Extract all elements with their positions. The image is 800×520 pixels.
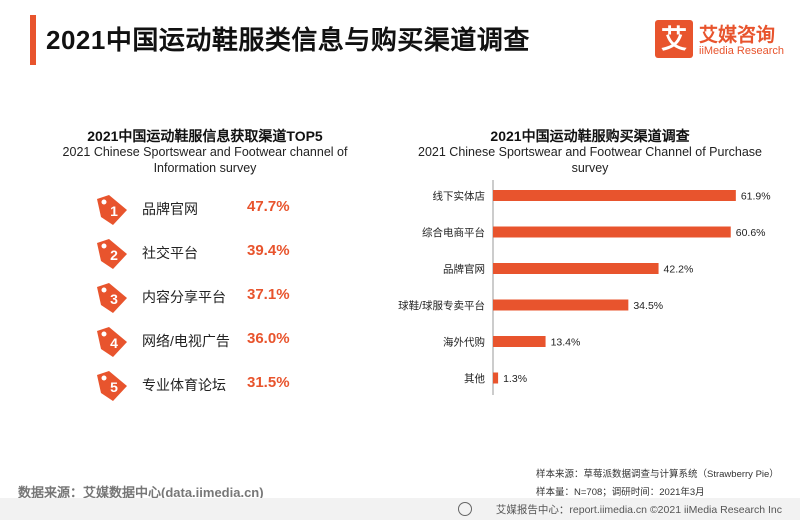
rank-label: 社交平台: [142, 245, 198, 261]
rank-number: 5: [110, 379, 118, 395]
category-label: 其他: [464, 372, 485, 385]
sample-source-note: 样本来源：草莓派数据调查与计算系统（Strawberry Pie）: [536, 469, 779, 480]
value-label: 42.2%: [664, 264, 694, 276]
category-label: 品牌官网: [443, 263, 485, 276]
value-label: 61.9%: [741, 191, 771, 203]
bar: [493, 372, 499, 384]
rank-value: 31.5%: [247, 374, 290, 391]
page-title: 2021中国运动鞋服类信息与购买渠道调查: [46, 25, 530, 55]
logo-name-cn: 艾媒咨询: [699, 25, 776, 46]
left-panel-title-en: 2021 Chinese Sportswear and Footwear cha…: [62, 145, 348, 175]
rank-label: 专业体育论坛: [142, 377, 226, 393]
rank-item: 1 品牌官网 47.7%: [95, 195, 355, 239]
rank-badge-icon: 3: [97, 283, 127, 313]
brand-logo: 艾 艾媒咨询 iiMedia Research: [655, 20, 790, 65]
rank-item: 4 网络/电视广告 36.0%: [95, 327, 355, 371]
rank-value: 36.0%: [247, 330, 290, 347]
footer-text: 艾媒报告中心：report.iimedia.cn ©2021 iiMedia R…: [495, 504, 782, 516]
bar: [493, 299, 629, 311]
category-label: 海外代购: [443, 336, 485, 349]
data-source: 数据来源：艾媒数据中心(data.iimedia.cn): [18, 485, 264, 500]
rank-number: 4: [110, 335, 118, 351]
category-label: 综合电商平台: [422, 226, 485, 239]
title-accent-bar: [30, 15, 36, 65]
rank-list: 1 品牌官网 47.7% 2 社交平台 39.4% 3 内容分享平台 37.1%…: [95, 195, 355, 415]
bar: [493, 336, 546, 347]
footer: 艾媒报告中心：report.iimedia.cn ©2021 iiMedia R…: [0, 498, 800, 520]
left-panel-title: 2021中国运动鞋服信息获取渠道TOP5 2021 Chinese Sports…: [40, 128, 370, 176]
rank-badge-icon: 1: [97, 195, 127, 225]
sample-size-note: 样本量：N=708；调研时间：2021年3月: [536, 487, 705, 498]
rank-number: 3: [110, 291, 118, 307]
bar: [493, 263, 659, 274]
rank-number: 2: [110, 247, 118, 263]
logo-name-en: iiMedia Research: [699, 45, 784, 57]
value-label: 34.5%: [633, 300, 663, 312]
chart-title: 2021中国运动鞋服购买渠道调查 2021 Chinese Sportswear…: [400, 128, 780, 176]
value-label: 1.3%: [503, 373, 527, 385]
rank-badge-icon: 5: [97, 371, 127, 401]
bar: [493, 226, 731, 238]
category-label: 线下实体店: [433, 190, 486, 203]
rank-badge-icon: 4: [97, 327, 127, 357]
chart-subtitle-en: 2021 Chinese Sportswear and Footwear Cha…: [418, 145, 762, 175]
rank-item: 5 专业体育论坛 31.5%: [95, 371, 355, 415]
value-label: 13.4%: [551, 337, 581, 349]
rank-label: 品牌官网: [142, 201, 198, 217]
rank-value: 37.1%: [247, 286, 290, 303]
rank-number: 1: [110, 203, 118, 219]
logo-mark: 艾: [655, 20, 693, 58]
category-label: 球鞋/球服专卖平台: [398, 299, 485, 312]
chart-title-cn: 2021中国运动鞋服购买渠道调查: [490, 128, 690, 144]
copyright-icon: [458, 502, 472, 516]
left-panel-title-cn: 2021中国运动鞋服信息获取渠道TOP5: [87, 128, 323, 144]
bar: [493, 190, 736, 201]
rank-label: 网络/电视广告: [142, 333, 230, 349]
rank-value: 39.4%: [247, 242, 290, 259]
rank-item: 2 社交平台 39.4%: [95, 239, 355, 283]
rank-value: 47.7%: [247, 198, 290, 215]
rank-label: 内容分享平台: [142, 289, 226, 305]
rank-item: 3 内容分享平台 37.1%: [95, 283, 355, 327]
value-label: 60.6%: [736, 227, 766, 239]
purchase-channel-bar-chart: 线下实体店 61.9% 综合电商平台 60.6% 品牌官网 42.2% 球鞋/球服专卖平台 3…: [398, 180, 771, 395]
rank-badge-icon: 2: [97, 239, 127, 269]
